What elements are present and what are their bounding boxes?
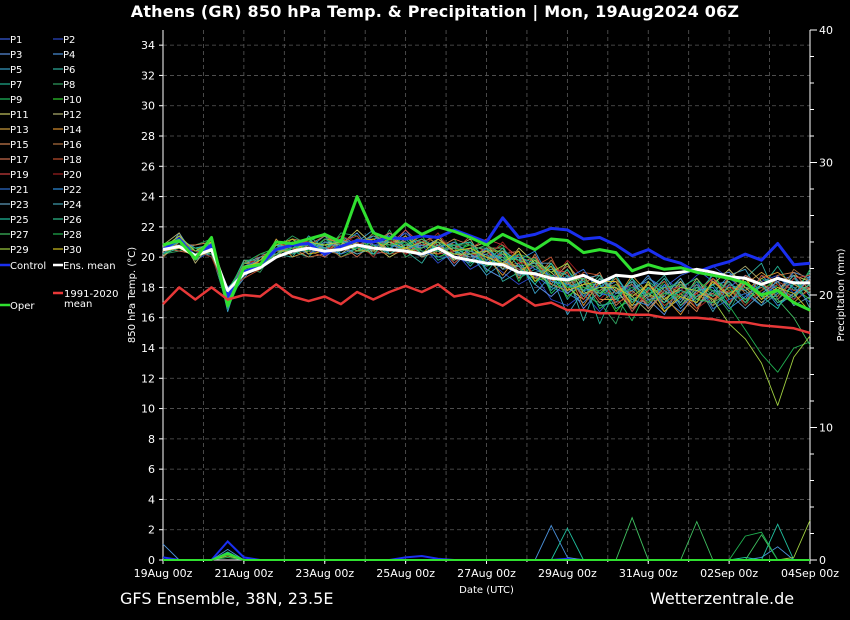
series-line-oper bbox=[162, 195, 811, 312]
y2-tick-label: 20 bbox=[819, 289, 833, 302]
x-axis-label: Date (UTC) bbox=[459, 585, 514, 596]
y-tick-label: 8 bbox=[148, 433, 155, 446]
y2-tick-label: 30 bbox=[819, 157, 833, 170]
series-line-ens-mean bbox=[162, 243, 810, 292]
x-tick-label: 23Aug 00z bbox=[295, 567, 354, 580]
legend-label: P15 bbox=[10, 140, 29, 151]
precip-line-oper bbox=[163, 552, 810, 561]
legend-label: P7 bbox=[10, 80, 22, 91]
y-tick-label: 34 bbox=[141, 39, 155, 52]
y-tick-label: 24 bbox=[141, 191, 155, 204]
legend-label: P21 bbox=[10, 185, 29, 196]
x-tick-label: 02Sep 00z bbox=[700, 567, 758, 580]
y-tick-label: 10 bbox=[141, 403, 155, 416]
y-tick-label: 28 bbox=[141, 130, 155, 143]
legend-label: P26 bbox=[63, 215, 82, 226]
legend-label: P5 bbox=[10, 65, 22, 76]
x-tick-label: 31Aug 00z bbox=[619, 567, 678, 580]
legend-label: P22 bbox=[63, 185, 82, 196]
y2-tick-label: 0 bbox=[819, 554, 826, 567]
legend-label: P6 bbox=[63, 65, 75, 76]
legend-label: P14 bbox=[63, 125, 82, 136]
legend-label: P20 bbox=[63, 170, 82, 181]
legend-label: P12 bbox=[63, 110, 82, 121]
legend-label: P13 bbox=[10, 125, 29, 136]
y-tick-label: 14 bbox=[141, 342, 155, 355]
legend-label: P3 bbox=[10, 50, 22, 61]
legend-label: P11 bbox=[10, 110, 29, 121]
series-line-p25 bbox=[162, 238, 811, 310]
y-tick-label: 30 bbox=[141, 100, 155, 113]
precip-line-p29 bbox=[163, 520, 811, 561]
x-tick-label: 29Aug 00z bbox=[538, 567, 597, 580]
y-tick-label: 32 bbox=[141, 69, 155, 82]
y2-tick-label: 40 bbox=[819, 24, 833, 37]
legend-label: P30 bbox=[63, 245, 82, 256]
legend-label: P17 bbox=[10, 155, 29, 166]
y-tick-label: 26 bbox=[141, 160, 155, 173]
x-tick-label: 21Aug 00z bbox=[215, 567, 274, 580]
legend-label: P4 bbox=[63, 50, 75, 61]
chart-title: Athens (GR) 850 hPa Temp. & Precipitatio… bbox=[130, 2, 740, 21]
legend-label: P23 bbox=[10, 200, 29, 211]
y-tick-label: 12 bbox=[141, 372, 155, 385]
legend-label: P24 bbox=[63, 200, 82, 211]
legend-label: P28 bbox=[63, 230, 82, 241]
x-tick-label: 27Aug 00z bbox=[457, 567, 516, 580]
legend-label: Ens. mean bbox=[63, 261, 116, 272]
y-tick-label: 2 bbox=[148, 524, 155, 537]
legend-label: P16 bbox=[63, 140, 82, 151]
y-tick-label: 20 bbox=[141, 251, 155, 264]
y-tick-label: 16 bbox=[141, 312, 155, 325]
legend-label: P2 bbox=[63, 35, 75, 46]
site-name: Wetterzentrale.de bbox=[650, 589, 795, 608]
y2-axis-label: Precipitation (mm) bbox=[836, 248, 847, 341]
legend-label: P27 bbox=[10, 230, 29, 241]
legend-label: P19 bbox=[10, 170, 29, 181]
y-tick-label: 4 bbox=[148, 493, 155, 506]
legend-label: Oper bbox=[10, 301, 35, 312]
legend-label: P25 bbox=[10, 215, 29, 226]
y-tick-label: 18 bbox=[141, 281, 155, 294]
y-tick-label: 6 bbox=[148, 463, 155, 476]
y-tick-label: 22 bbox=[141, 221, 155, 234]
legend-label: P8 bbox=[63, 80, 75, 91]
legend-label: mean bbox=[64, 299, 92, 310]
legend-label: P9 bbox=[10, 95, 22, 106]
legend-label: P10 bbox=[63, 95, 82, 106]
y2-tick-label: 10 bbox=[819, 422, 833, 435]
series-line-1991-2020-mean bbox=[162, 283, 811, 335]
x-tick-label: 04Sep 00z bbox=[781, 567, 839, 580]
y-axis-label: 850 hPa Temp. (°C) bbox=[127, 247, 138, 343]
legend-label: P29 bbox=[10, 245, 29, 256]
legend-label: Control bbox=[10, 261, 46, 272]
x-tick-label: 25Aug 00z bbox=[376, 567, 435, 580]
x-tick-label: 19Aug 00z bbox=[134, 567, 193, 580]
y-tick-label: 0 bbox=[148, 554, 155, 567]
legend-label: P18 bbox=[63, 155, 82, 166]
legend-label: 1991-2020 bbox=[64, 289, 119, 300]
model-info: GFS Ensemble, 38N, 23.5E bbox=[120, 589, 334, 608]
legend-label: P1 bbox=[10, 35, 22, 46]
